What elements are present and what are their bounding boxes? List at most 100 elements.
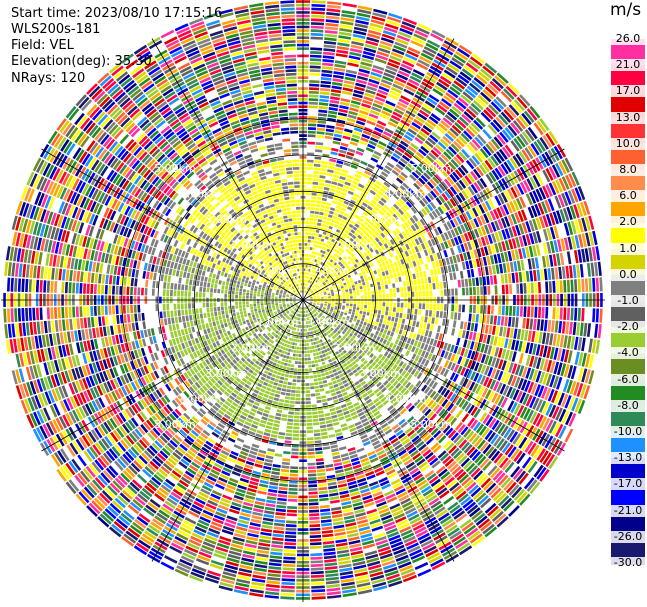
ppi-gate — [332, 312, 336, 316]
ppi-gate — [331, 147, 339, 152]
ppi-gate — [490, 346, 496, 356]
ppi-gate — [359, 310, 363, 314]
ppi-gate — [329, 407, 336, 412]
ppi-gate — [458, 304, 462, 312]
ppi-gate — [278, 490, 288, 495]
ppi-gate — [467, 59, 481, 70]
ppi-gate — [300, 325, 303, 328]
ppi-gate — [324, 135, 333, 140]
ppi-gate — [525, 354, 531, 366]
ppi-gate — [307, 148, 315, 152]
ppi-gate — [308, 473, 317, 477]
ppi-gate — [552, 333, 557, 346]
ppi-gate — [443, 95, 455, 105]
ppi-gate — [499, 131, 509, 143]
ppi-gate — [491, 357, 497, 367]
ppi-gate — [384, 280, 388, 285]
ppi-gate — [311, 18, 325, 22]
ppi-gate — [483, 344, 489, 354]
ppi-gate — [358, 282, 362, 287]
ppi-gate — [545, 213, 552, 227]
ppi-gate — [283, 549, 296, 553]
ppi-gate — [449, 186, 458, 195]
ppi-gate — [529, 355, 535, 367]
ppi-gate — [463, 111, 474, 121]
ppi-gate — [357, 5, 373, 11]
ppi-gate — [307, 279, 309, 283]
ppi-gate — [554, 267, 559, 280]
ppi-gate — [443, 232, 450, 240]
ppi-gate — [493, 254, 498, 264]
ppi-gate — [342, 292, 346, 295]
ppi-gate — [308, 254, 312, 258]
ppi-gate — [556, 253, 561, 266]
ppi-gate — [309, 531, 321, 535]
ppi-gate — [325, 265, 329, 269]
ppi-gate — [425, 303, 429, 310]
ppi-gate — [311, 0, 326, 4]
ppi-gate — [454, 304, 458, 312]
ppi-gate — [403, 336, 408, 343]
ppi-gate — [426, 181, 435, 189]
ppi-gate — [314, 214, 319, 218]
ppi-gate — [427, 231, 433, 239]
ppi-gate — [482, 65, 495, 77]
ppi-gate — [456, 226, 463, 235]
ppi-gate — [258, 538, 271, 544]
ppi-gate — [467, 349, 473, 359]
ppi-gate — [325, 390, 331, 395]
ppi-gate — [309, 349, 313, 353]
ppi-gate — [385, 100, 396, 107]
ppi-gate — [456, 245, 462, 254]
ppi-gate — [356, 307, 360, 311]
ppi-gate — [466, 221, 473, 231]
ppi-gate — [309, 516, 320, 520]
ppi-gate — [465, 260, 470, 270]
ppi-gate — [399, 185, 407, 192]
ppi-gate — [338, 416, 345, 421]
ppi-gate — [381, 261, 386, 267]
ppi-gate — [344, 76, 356, 82]
ppi-gate — [361, 133, 371, 140]
ppi-gate — [330, 207, 336, 212]
ppi-gate — [488, 171, 497, 183]
ppi-gate — [332, 140, 341, 145]
ppi-gate — [264, 594, 279, 599]
ppi-gate — [299, 343, 302, 347]
ppi-gate — [304, 318, 306, 321]
ppi-gate — [375, 123, 385, 130]
ppi-gate — [337, 393, 343, 398]
ppi-gate — [310, 199, 316, 203]
ppi-gate — [310, 290, 314, 293]
ppi-gate — [370, 227, 376, 233]
ppi-gate — [363, 235, 368, 240]
ppi-gate — [439, 311, 443, 318]
ppi-gate — [348, 363, 353, 368]
ppi-gate — [260, 531, 272, 537]
ppi-gate — [552, 254, 557, 267]
ppi-gate — [450, 229, 456, 238]
ppi-gate — [549, 360, 556, 374]
ppi-gate — [329, 267, 333, 271]
ppi-gate — [490, 121, 501, 133]
ppi-gate — [554, 391, 562, 405]
ppi-gate — [386, 264, 391, 270]
ppi-gate — [509, 305, 513, 316]
ppi-gate — [305, 375, 309, 379]
ppi-gate — [313, 422, 320, 426]
ppi-gate — [501, 241, 507, 252]
ppi-gate — [318, 486, 328, 491]
ppi-gate — [378, 219, 384, 225]
ppi-gate — [505, 305, 509, 316]
ppi-gate — [350, 248, 355, 253]
ppi-gate — [513, 99, 525, 112]
ppi-gate — [354, 237, 360, 242]
ppi-gate — [317, 237, 322, 241]
ppi-gate — [260, 419, 267, 424]
ppi-gate — [391, 267, 396, 273]
ppi-gate — [326, 248, 331, 253]
ppi-gate — [413, 118, 424, 127]
ppi-gate — [318, 277, 322, 281]
ppi-gate — [363, 246, 369, 252]
ppi-gate — [404, 292, 408, 298]
